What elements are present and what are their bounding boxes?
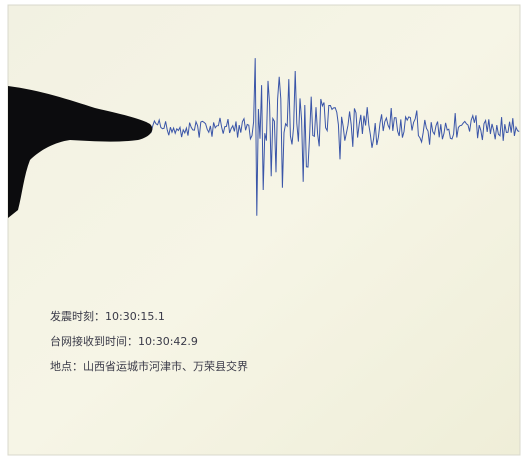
arrival-time: 台网接收到时间：10:30:42.9 (50, 334, 198, 348)
origin-time: 发震时刻：10:30:15.1 (50, 309, 165, 323)
screen (7, 4, 521, 456)
finger (8, 86, 153, 218)
location: 地点：山西省运城市河津市、万荣县交界 (50, 359, 248, 373)
